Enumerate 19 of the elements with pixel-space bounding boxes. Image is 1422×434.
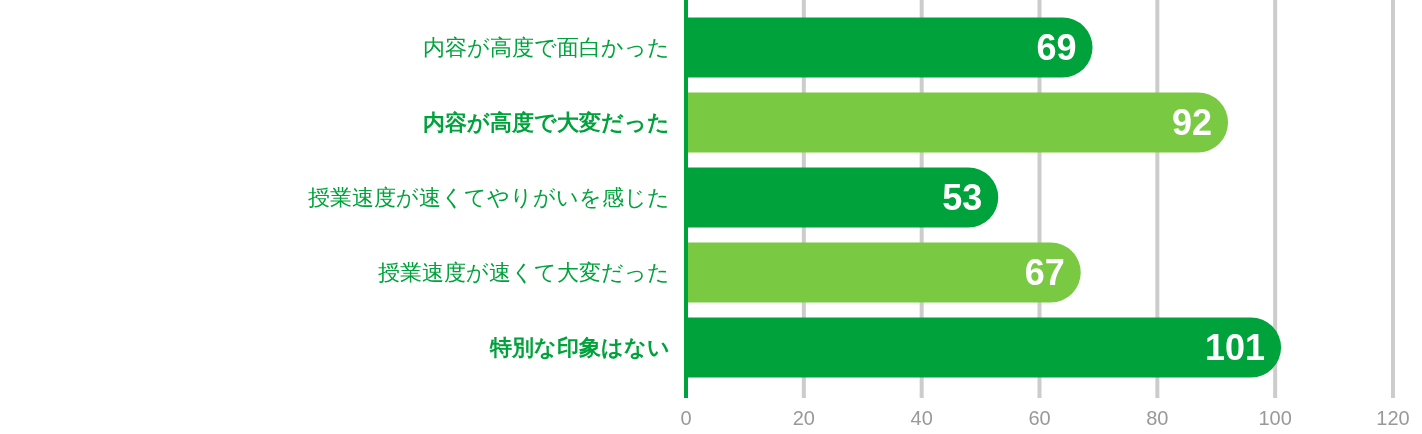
- data-label: 69: [1036, 27, 1077, 69]
- x-tick-label: 80: [1146, 407, 1169, 429]
- y-tick-label: 授業速度が速くてやりがいを感じた: [308, 185, 670, 211]
- bar: [686, 242, 1081, 303]
- x-tick-label: 20: [792, 407, 815, 429]
- data-label: 67: [1024, 252, 1065, 294]
- data-label: 53: [942, 177, 983, 219]
- x-tick-label: 100: [1258, 407, 1292, 429]
- data-label: 92: [1171, 102, 1213, 144]
- x-tick-label: 40: [910, 407, 933, 429]
- x-tick-label: 60: [1028, 407, 1051, 429]
- y-tick-label: 特別な印象はない: [489, 335, 670, 361]
- data-label: 101: [1204, 327, 1266, 369]
- y-tick-label: 授業速度が速くて大変だった: [378, 260, 670, 286]
- x-tick-label: 120: [1376, 407, 1410, 429]
- bar: [686, 92, 1228, 153]
- x-tick-label: 0: [680, 407, 692, 429]
- y-tick-label: 内容が高度で面白かった: [423, 35, 670, 61]
- y-tick-label: 内容が高度で大変だった: [423, 110, 670, 136]
